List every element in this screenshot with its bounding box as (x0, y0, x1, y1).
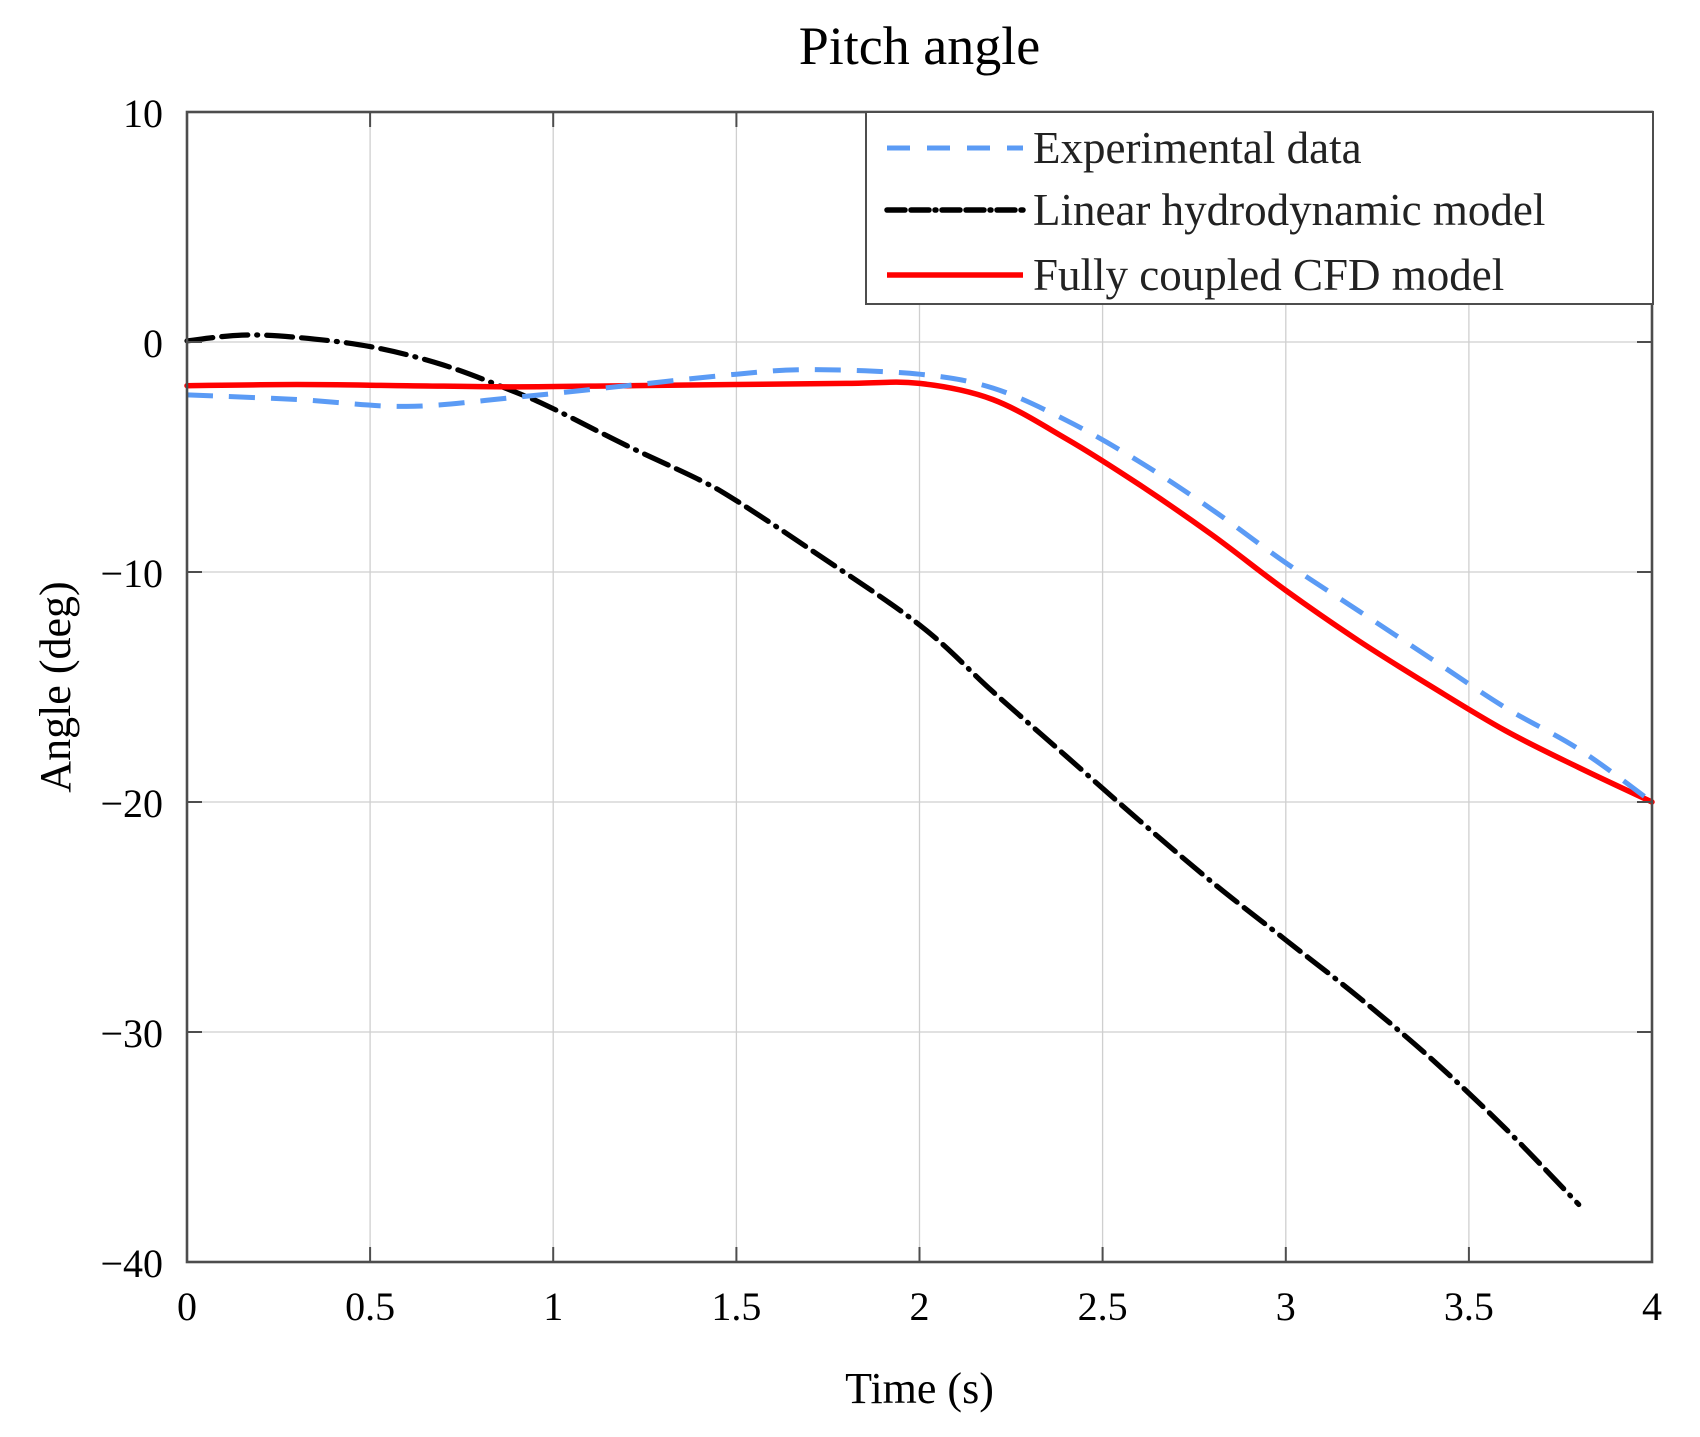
svg-text:0.5: 0.5 (345, 1284, 395, 1329)
svg-text:−30: −30 (100, 1011, 163, 1056)
svg-text:Angle (deg): Angle (deg) (31, 581, 80, 792)
svg-text:1: 1 (543, 1284, 563, 1329)
svg-text:Experimental data: Experimental data (1033, 123, 1362, 173)
svg-text:−40: −40 (100, 1241, 163, 1286)
svg-text:10: 10 (123, 91, 163, 136)
svg-text:−20: −20 (100, 781, 163, 826)
svg-text:−10: −10 (100, 551, 163, 596)
svg-text:Fully coupled CFD model: Fully coupled CFD model (1033, 250, 1504, 300)
svg-text:3: 3 (1276, 1284, 1296, 1329)
svg-text:3.5: 3.5 (1444, 1284, 1494, 1329)
svg-text:1.5: 1.5 (711, 1284, 761, 1329)
svg-text:4: 4 (1642, 1284, 1662, 1329)
svg-text:2: 2 (910, 1284, 930, 1329)
svg-text:2.5: 2.5 (1078, 1284, 1128, 1329)
svg-text:Time (s): Time (s) (845, 1364, 994, 1413)
svg-text:Pitch angle: Pitch angle (799, 16, 1040, 76)
svg-text:Linear hydrodynamic model: Linear hydrodynamic model (1033, 185, 1545, 235)
svg-text:0: 0 (177, 1284, 197, 1329)
svg-text:0: 0 (143, 321, 163, 366)
